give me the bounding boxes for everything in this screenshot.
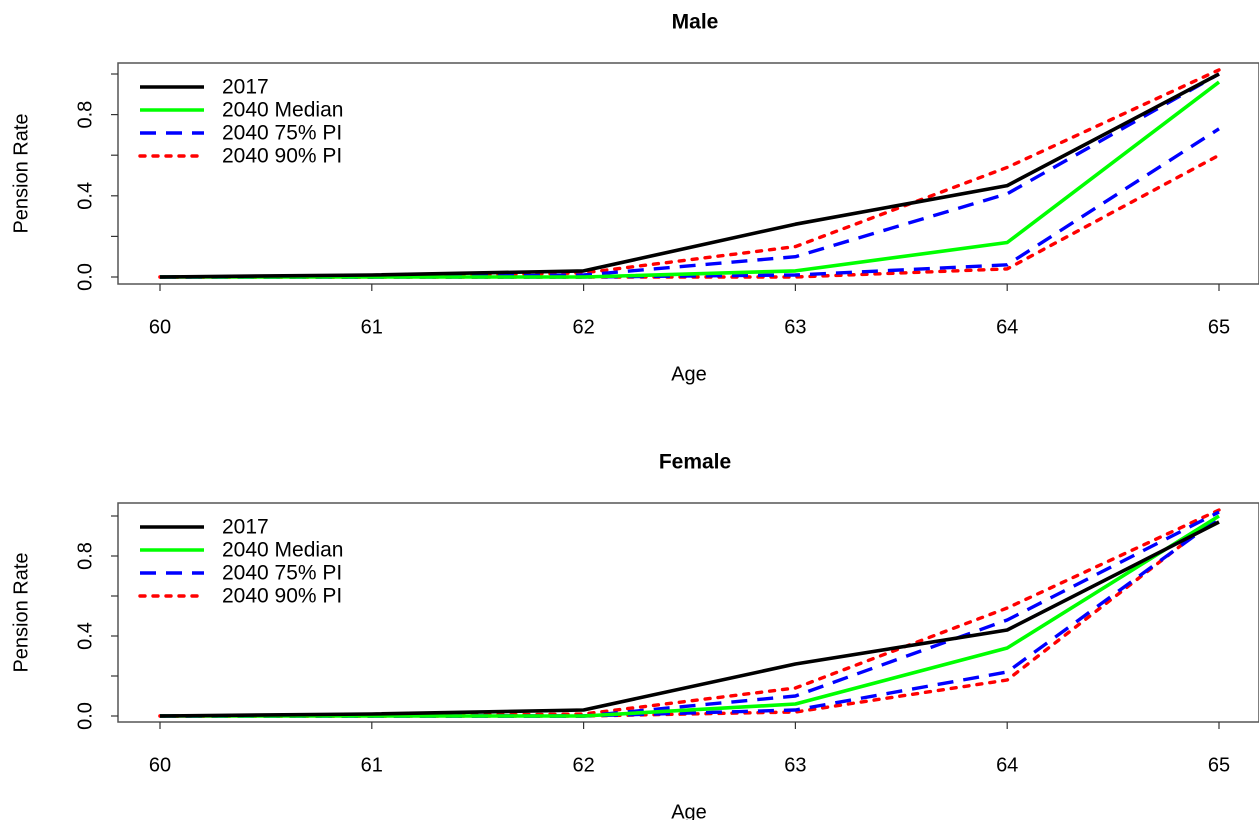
x-tick-label: 65 (1208, 754, 1230, 776)
panel-female: Female 60 61 62 63 64 65 Age 0.0 0.4 0.8 Pension Ra… (10, 451, 1259, 823)
x-tick-label: 62 (572, 754, 594, 776)
legend-label: 2040 Median (222, 539, 343, 562)
x-tick-label: 64 (996, 754, 1018, 776)
series-line-pi-lower (160, 516, 1220, 718)
series-line-2040-90-pi-upper (158, 508, 1221, 718)
series-line-2040-75-pi-upper (160, 510, 1220, 718)
chart-title: Female (659, 451, 731, 474)
y-tick-label: 0.4 (74, 622, 96, 650)
legend-label: 2040 75% PI (222, 562, 342, 585)
y-tick-label: 0.8 (74, 101, 96, 129)
chart-title: Male (672, 11, 719, 34)
y-tick-label: 0.0 (74, 702, 96, 730)
x-tick-label: 61 (361, 316, 383, 338)
plot-frame (117, 502, 1259, 723)
x-tick-label: 63 (784, 754, 806, 776)
series-line-2017 (159, 72, 1220, 279)
y-tick-label: 0.4 (74, 182, 96, 210)
x-axis-label: Age (671, 363, 707, 385)
legend-label: 2017 (222, 76, 269, 99)
legend-label: 2017 (222, 516, 269, 539)
series-line-pi-lower (158, 153, 1221, 279)
series-line-2017 (159, 520, 1220, 718)
series-line-pi-lower (160, 127, 1220, 279)
y-tick-label: 0.0 (74, 263, 96, 291)
y-axis-label: Pension Rate (10, 552, 32, 672)
x-axis-label: Age (671, 801, 707, 820)
y-axis-label: Pension Rate (10, 113, 32, 233)
series-lines (158, 68, 1221, 279)
legend-label: 2040 Median (222, 99, 343, 122)
x-tick-label: 61 (361, 754, 383, 776)
series-line-2040-75-pi-upper (160, 72, 1220, 279)
x-tick-label: 60 (149, 754, 171, 776)
y-tick-label: 0.8 (74, 542, 96, 570)
panel-male: Male 60 61 62 63 64 65 Age 0.0 0.4 0.8 Pension Rate… (10, 11, 1259, 385)
plot-frame (117, 62, 1259, 285)
legend-label: 2040 90% PI (222, 585, 342, 608)
legend-label: 2040 90% PI (222, 145, 342, 168)
series-lines (158, 508, 1221, 718)
legend-label: 2040 75% PI (222, 122, 342, 145)
x-tick-label: 64 (996, 316, 1018, 338)
x-tick-label: 63 (784, 316, 806, 338)
x-tick-label: 60 (149, 316, 171, 338)
x-tick-label: 62 (572, 316, 594, 338)
series-line-2040-90-pi-upper (158, 68, 1221, 279)
x-tick-label: 65 (1208, 316, 1230, 338)
